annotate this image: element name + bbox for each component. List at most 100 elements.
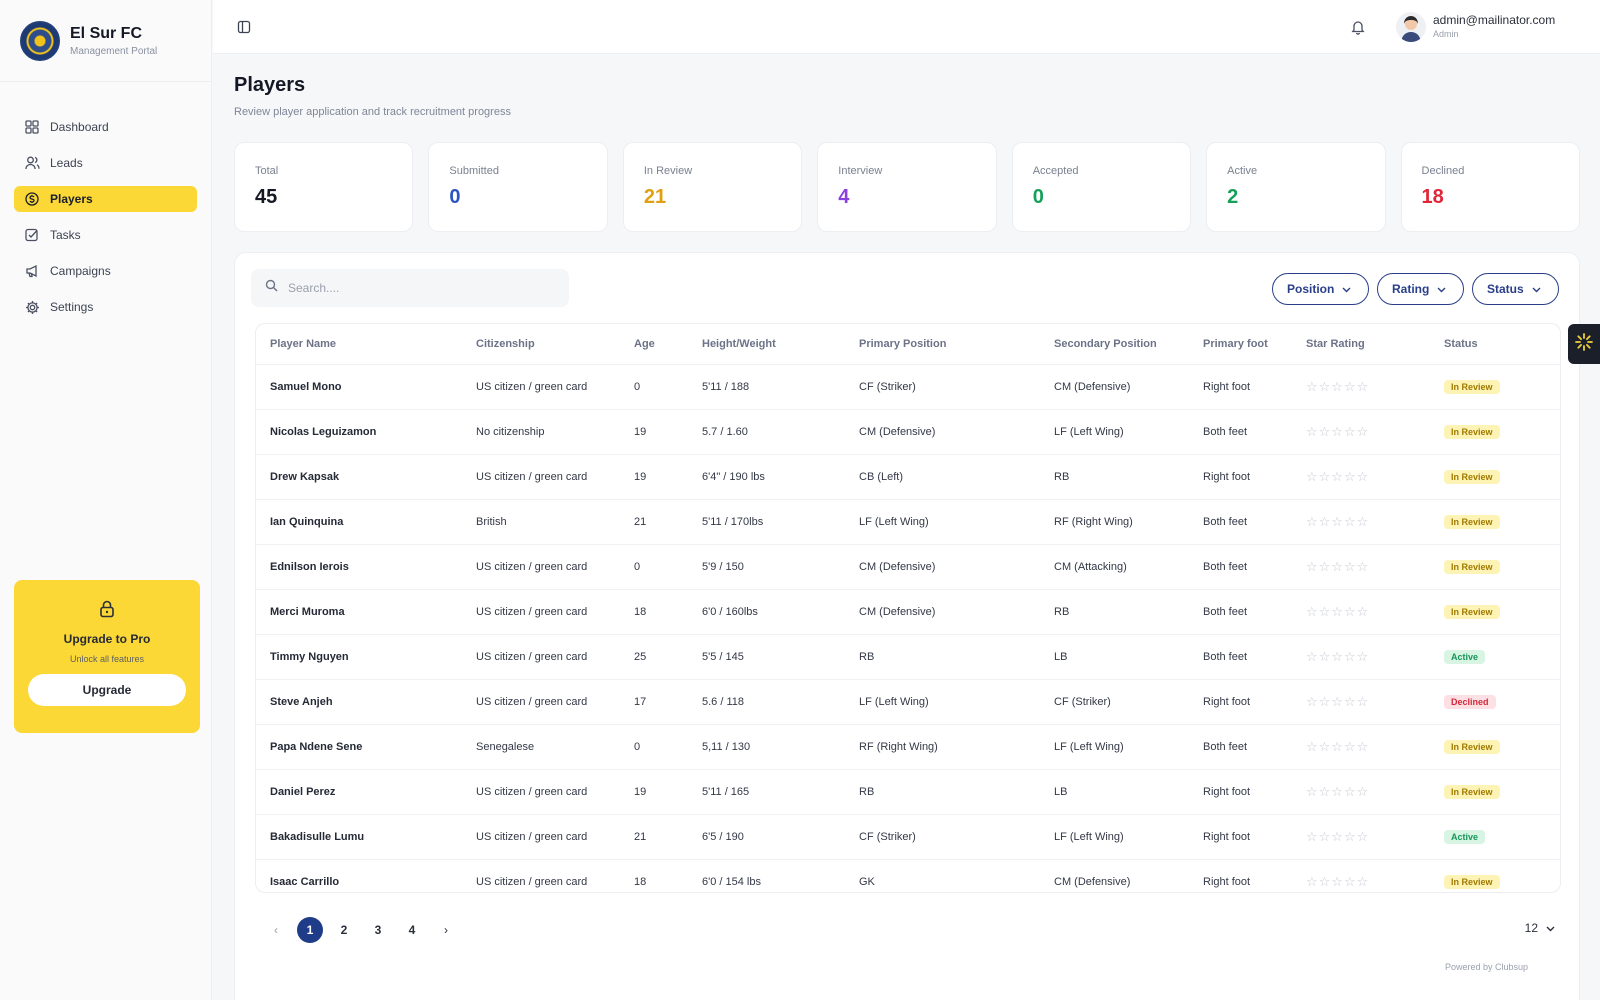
- avatar[interactable]: [1396, 12, 1426, 42]
- star-rating-icon[interactable]: ☆☆☆☆☆: [1306, 558, 1370, 574]
- players-table-wrapper: Player Name Citizenship Age Height/Weigh…: [255, 323, 1561, 893]
- cell-star-rating: ☆☆☆☆☆: [1292, 543, 1430, 589]
- cell-age: 19: [620, 408, 688, 454]
- cell-primary-foot: Both feet: [1189, 498, 1292, 544]
- next-page-button[interactable]: ›: [444, 923, 448, 937]
- sidebar-item-dashboard[interactable]: Dashboard: [14, 114, 197, 140]
- cell-citizenship: US citizen / green card: [462, 813, 620, 859]
- star-rating-icon[interactable]: ☆☆☆☆☆: [1306, 873, 1370, 889]
- cell-star-rating: ☆☆☆☆☆: [1292, 633, 1430, 679]
- cell-secondary-position: CM (Defensive): [1040, 363, 1189, 409]
- dollar-circle-icon: [24, 191, 40, 207]
- sidebar-item-campaigns[interactable]: Campaigns: [14, 258, 197, 284]
- cell-primary-position: CF (Striker): [845, 363, 1040, 409]
- table-row[interactable]: Nicolas Leguizamon No citizenship 19 5.7 / …: [256, 408, 1560, 454]
- cell-secondary-position: LF (Left Wing): [1040, 723, 1189, 769]
- position-filter[interactable]: Position: [1272, 273, 1369, 305]
- table-row[interactable]: Daniel Perez US citizen / green card 19 5'1…: [256, 768, 1560, 814]
- star-rating-icon[interactable]: ☆☆☆☆☆: [1306, 468, 1370, 484]
- upgrade-card: Upgrade to Pro Unlock all features Upgra…: [14, 580, 200, 733]
- column-header-primary-position[interactable]: Primary Position: [859, 337, 947, 350]
- stat-card-total: Total 45: [234, 142, 414, 232]
- search-input[interactable]: [288, 281, 548, 295]
- status-badge: Declined: [1444, 694, 1496, 709]
- page-button-1[interactable]: 1: [297, 917, 323, 943]
- table-row[interactable]: Bakadisulle Lumu US citizen / green card 2…: [256, 813, 1560, 859]
- table-row[interactable]: Isaac Carrillo US citizen / green card 18 6…: [256, 858, 1560, 892]
- status-badge: In Review: [1444, 424, 1500, 439]
- sidebar-item-tasks[interactable]: Tasks: [14, 222, 197, 248]
- page-button-2[interactable]: 2: [340, 923, 348, 937]
- table-row[interactable]: Ednilson Ierois US citizen / green card 0 5…: [256, 543, 1560, 589]
- table-row[interactable]: Papa Ndene Sene Senegalese 0 5,11 / 130 RF (…: [256, 723, 1560, 769]
- cell-age: 17: [620, 678, 688, 724]
- star-rating-icon[interactable]: ☆☆☆☆☆: [1306, 603, 1370, 619]
- table-row[interactable]: Samuel Mono US citizen / green card 0 5'11 …: [256, 363, 1560, 409]
- cell-primary-position: RF (Right Wing): [845, 723, 1040, 769]
- cell-primary-position: CM (Defensive): [845, 543, 1040, 589]
- sidebar-item-settings[interactable]: Settings: [14, 294, 197, 320]
- bell-icon[interactable]: [1351, 19, 1365, 35]
- cell-star-rating: ☆☆☆☆☆: [1292, 723, 1430, 769]
- star-rating-icon[interactable]: ☆☆☆☆☆: [1306, 693, 1370, 709]
- cell-age: 21: [620, 498, 688, 544]
- column-header-citizenship[interactable]: Citizenship: [476, 337, 535, 350]
- cell-citizenship: British: [462, 498, 620, 544]
- floating-widget-tab[interactable]: [1568, 324, 1600, 364]
- table-row[interactable]: Ian Quinquina British 21 5'11 / 170lbs LF (L…: [256, 498, 1560, 544]
- sidebar-toggle-icon[interactable]: [237, 20, 251, 34]
- stat-label: Declined: [1421, 165, 1465, 177]
- page-button-4[interactable]: 4: [408, 923, 416, 937]
- page-button-3[interactable]: 3: [374, 923, 382, 937]
- cell-age: 0: [620, 543, 688, 589]
- upgrade-button[interactable]: Upgrade: [28, 674, 186, 706]
- cell-secondary-position: CF (Striker): [1040, 678, 1189, 724]
- rows-per-page-select[interactable]: 12: [1525, 921, 1555, 935]
- star-rating-icon[interactable]: ☆☆☆☆☆: [1306, 423, 1370, 439]
- cell-status: Declined: [1430, 678, 1560, 724]
- star-rating-icon[interactable]: ☆☆☆☆☆: [1306, 378, 1370, 394]
- status-badge: In Review: [1444, 469, 1500, 484]
- table-row[interactable]: Drew Kapsak US citizen / green card 19 6'4"…: [256, 453, 1560, 499]
- star-rating-icon[interactable]: ☆☆☆☆☆: [1306, 738, 1370, 754]
- table-row[interactable]: Timmy Nguyen US citizen / green card 25 5'5…: [256, 633, 1560, 679]
- sidebar-item-label: Leads: [50, 156, 83, 170]
- cell-status: Active: [1430, 633, 1560, 679]
- user-role: Admin: [1433, 29, 1459, 39]
- upgrade-subtitle: Unlock all features: [69, 654, 145, 664]
- column-header-star-rating[interactable]: Star Rating: [1306, 337, 1365, 350]
- cell-height-weight: 5'5 / 145: [688, 633, 845, 679]
- cell-secondary-position: RB: [1040, 588, 1189, 634]
- cell-status: In Review: [1430, 723, 1560, 769]
- cell-secondary-position: CM (Defensive): [1040, 858, 1189, 892]
- status-badge: In Review: [1444, 604, 1500, 619]
- stat-value: 2: [1227, 186, 1239, 208]
- cell-height-weight: 5'11 / 170lbs: [688, 498, 845, 544]
- sidebar-item-leads[interactable]: Leads: [14, 150, 197, 176]
- cell-primary-foot: Right foot: [1189, 453, 1292, 499]
- cell-player-name: Drew Kapsak: [256, 453, 462, 499]
- column-header-player-name[interactable]: Player Name: [270, 337, 337, 350]
- column-header-age[interactable]: Age: [634, 337, 655, 350]
- table-header-row: Player Name Citizenship Age Height/Weigh…: [256, 324, 1560, 364]
- stat-label: In Review: [643, 165, 693, 177]
- stat-label: Active: [1227, 165, 1258, 177]
- table-row[interactable]: Merci Muroma US citizen / green card 18 6'0…: [256, 588, 1560, 634]
- star-rating-icon[interactable]: ☆☆☆☆☆: [1306, 828, 1370, 844]
- table-row[interactable]: Steve Anjeh US citizen / green card 17 5.6 …: [256, 678, 1560, 724]
- status-filter[interactable]: Status: [1472, 273, 1559, 305]
- column-header-secondary-position[interactable]: Secondary Position: [1054, 337, 1157, 350]
- column-header-primary-foot[interactable]: Primary foot: [1203, 337, 1268, 350]
- star-rating-icon[interactable]: ☆☆☆☆☆: [1306, 648, 1370, 664]
- star-rating-icon[interactable]: ☆☆☆☆☆: [1306, 513, 1370, 529]
- cell-primary-foot: Right foot: [1189, 768, 1292, 814]
- star-rating-icon[interactable]: ☆☆☆☆☆: [1306, 783, 1370, 799]
- cell-height-weight: 5,11 / 130: [688, 723, 845, 769]
- rating-filter[interactable]: Rating: [1377, 273, 1464, 305]
- column-header-height-weight[interactable]: Height/Weight: [702, 337, 776, 350]
- cell-star-rating: ☆☆☆☆☆: [1292, 588, 1430, 634]
- column-header-status[interactable]: Status: [1444, 337, 1478, 350]
- sidebar-item-players[interactable]: Players: [14, 186, 197, 212]
- prev-page-button[interactable]: ‹: [274, 923, 278, 937]
- filter-label: Position: [1287, 282, 1335, 296]
